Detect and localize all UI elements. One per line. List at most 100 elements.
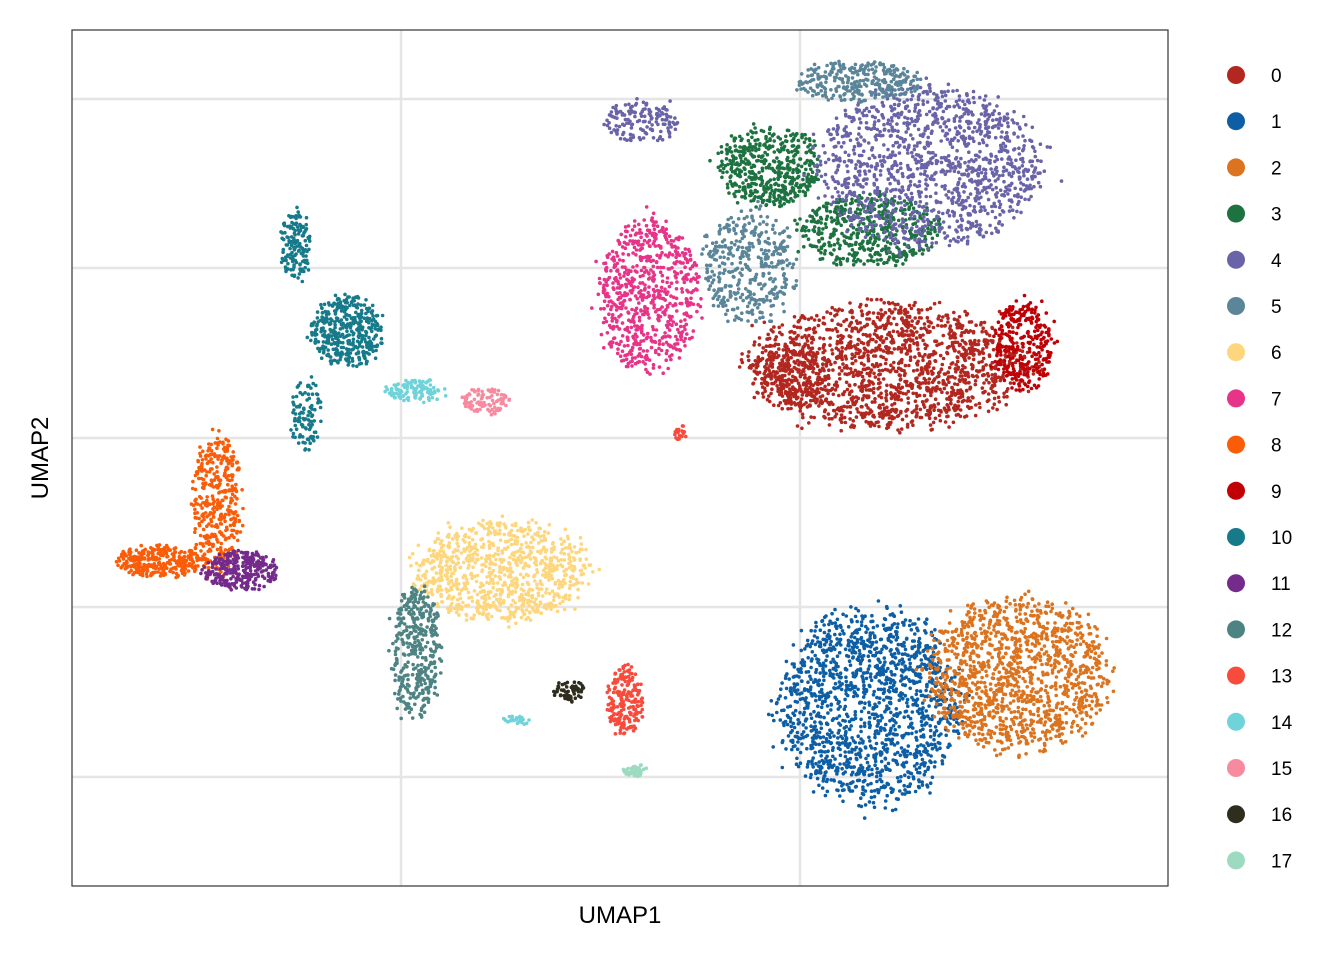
point — [785, 722, 790, 727]
point — [924, 709, 928, 713]
point — [911, 391, 915, 396]
point — [841, 799, 845, 804]
point — [1063, 676, 1068, 681]
point — [853, 713, 857, 717]
point — [1045, 691, 1050, 695]
point — [889, 786, 893, 791]
point — [992, 390, 996, 395]
point — [806, 317, 811, 322]
point — [843, 647, 848, 651]
point — [941, 382, 946, 386]
point — [994, 630, 999, 635]
point — [1013, 640, 1018, 645]
point — [953, 708, 958, 713]
point — [873, 354, 878, 358]
point — [936, 371, 941, 375]
point — [973, 382, 978, 387]
point — [904, 352, 909, 356]
point — [1003, 692, 1008, 697]
point — [1040, 680, 1044, 685]
point — [800, 335, 804, 340]
point — [903, 647, 908, 652]
point — [837, 372, 842, 376]
point — [943, 324, 947, 328]
point — [795, 700, 800, 704]
point — [873, 746, 877, 751]
point — [898, 377, 903, 381]
point — [940, 759, 944, 763]
point — [772, 325, 776, 329]
point — [1015, 656, 1019, 660]
point — [991, 672, 996, 676]
point — [1000, 709, 1004, 713]
point — [922, 698, 927, 703]
point — [891, 678, 895, 683]
point — [757, 370, 762, 375]
point — [962, 347, 967, 352]
point — [1044, 737, 1049, 741]
point — [743, 167, 747, 171]
point — [972, 607, 977, 611]
point — [952, 382, 957, 386]
point — [757, 343, 762, 347]
point — [913, 355, 917, 359]
point — [981, 732, 985, 737]
point — [943, 649, 948, 654]
point — [1090, 699, 1094, 704]
point — [1018, 643, 1023, 648]
point — [928, 404, 933, 409]
point — [929, 698, 933, 703]
point — [1053, 621, 1057, 625]
point — [908, 686, 912, 691]
point — [981, 326, 985, 331]
point — [952, 669, 956, 673]
point — [898, 604, 903, 608]
point — [756, 364, 760, 368]
point — [970, 373, 975, 378]
point — [802, 381, 806, 385]
point — [916, 319, 920, 324]
point — [851, 419, 856, 423]
point — [1026, 699, 1031, 704]
point — [789, 393, 794, 397]
point — [959, 370, 963, 375]
point — [1043, 748, 1047, 753]
point — [835, 767, 839, 772]
point — [1001, 719, 1005, 724]
point — [823, 793, 828, 798]
point — [769, 699, 774, 703]
point — [866, 638, 870, 642]
point — [786, 705, 790, 709]
point — [846, 625, 851, 629]
point — [884, 345, 889, 349]
point — [1087, 632, 1092, 636]
point — [830, 416, 834, 421]
point — [941, 315, 945, 319]
point — [863, 745, 868, 749]
point — [898, 779, 903, 783]
point — [856, 342, 860, 347]
point — [899, 610, 904, 614]
point — [909, 628, 914, 632]
point — [815, 364, 820, 369]
point — [938, 659, 943, 663]
point — [938, 695, 943, 699]
point — [987, 626, 991, 630]
point — [857, 771, 861, 776]
point — [894, 666, 899, 671]
point — [1006, 646, 1011, 650]
point — [996, 677, 1000, 681]
point — [881, 377, 886, 381]
point — [966, 699, 971, 704]
point — [977, 726, 981, 730]
point — [817, 742, 822, 747]
point — [843, 667, 848, 672]
point — [1097, 674, 1102, 679]
point — [892, 743, 897, 747]
point — [872, 755, 876, 759]
point — [844, 380, 849, 385]
point — [935, 375, 939, 379]
point — [807, 375, 812, 380]
point — [904, 709, 909, 714]
point — [762, 198, 766, 203]
